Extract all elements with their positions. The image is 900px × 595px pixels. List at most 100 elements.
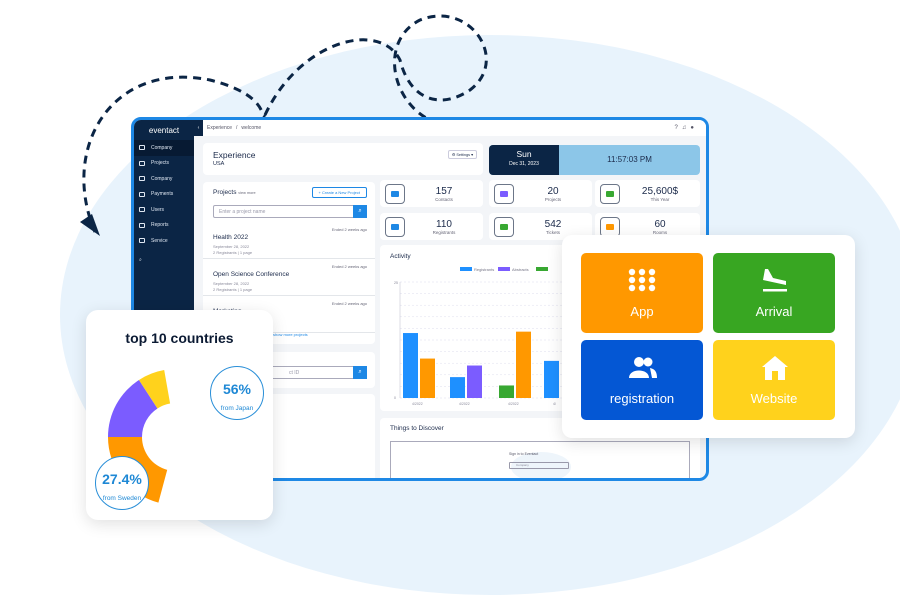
project-status: Ended 2 weeks ago [331, 227, 367, 232]
logo: eventact [148, 126, 180, 135]
plane-landing-icon [763, 269, 787, 292]
view-more-link[interactable]: view more [238, 191, 256, 195]
project-date: September 28, 2022 [213, 281, 250, 286]
project-status: Ended 2 weeks ago [331, 264, 367, 269]
sidebar-item-company[interactable]: Company [134, 171, 194, 187]
stat-tickets[interactable]: 542 Tickets [489, 213, 592, 240]
legend-swatch [498, 267, 510, 271]
tile-label: Website [750, 391, 798, 406]
project-name: Open Science Conference [213, 271, 290, 278]
project-status: Ended 2 weeks ago [331, 301, 367, 306]
x-tick-label: 4/2022 [508, 402, 519, 406]
projects-card: Projects view more + Create a New Projec… [203, 182, 375, 344]
project-id-input[interactable]: ct ID ⌕ [213, 366, 367, 379]
bar [467, 365, 482, 398]
search-button[interactable]: ⌕ [353, 366, 367, 379]
sidebar-item-projects[interactable]: Projects [134, 156, 194, 172]
sidebar-item-users[interactable]: Users [134, 202, 194, 218]
stat-label: Contacts [435, 196, 453, 202]
stat-this-year[interactable]: 25,600$ This Year [595, 180, 700, 207]
projects-title: Projects [213, 189, 237, 196]
activity-card: Activity 25 0 Registrants Abstracts 4/2022 4/… [380, 245, 580, 411]
stat-icon [494, 183, 514, 204]
stat-value: 157 [435, 185, 453, 197]
tile-label: Arrival [755, 304, 793, 319]
bar [403, 333, 418, 398]
bell-icon[interactable]: ♫ [681, 125, 691, 131]
collapse-sidebar-icon[interactable]: ‹ [194, 120, 203, 136]
top-bar: ‹ Experience / welcome ?♫● [194, 120, 706, 136]
date: Dec 31, 2023 [509, 161, 539, 167]
sidebar-item-label: Projects [151, 160, 170, 167]
x-tick-label: 4/ [553, 402, 556, 406]
bar [499, 385, 514, 398]
tile-registration[interactable]: registration [581, 340, 703, 420]
dots-grid-icon [628, 268, 656, 292]
contact-card-icon [139, 176, 145, 182]
clock: 11:57:03 PM [607, 155, 652, 164]
show-more-projects-link[interactable]: show more projects [273, 332, 308, 337]
stat-value: 110 [436, 218, 452, 230]
project-search-placeholder: Enter a project name [219, 209, 266, 215]
project-search-input[interactable]: Enter a project name ⌕ [213, 205, 367, 218]
breadcrumb-welcome: welcome [241, 125, 262, 131]
stat-value: 20 [547, 185, 559, 197]
users-icon [629, 357, 657, 378]
activity-chart: 25 0 Registrants Abstracts 4/2022 4/2022 4/202… [394, 267, 580, 406]
stat-value: 60 [654, 218, 666, 230]
stat-value: 25,600$ [641, 185, 679, 197]
sidebar-item-company[interactable]: Company [134, 140, 194, 156]
project-item[interactable]: Open Science Conference Ended 2 weeks ago… [203, 259, 375, 296]
user-icon[interactable]: ● [690, 125, 698, 131]
japan-value: 56% [222, 381, 252, 397]
sidebar-item-label: Service [151, 237, 168, 244]
tile-app[interactable]: App [581, 253, 703, 333]
credit-card-icon [139, 191, 145, 197]
project-date: September 28, 2022 [213, 244, 250, 249]
day: Sun [516, 149, 532, 159]
donut-segment [108, 379, 158, 437]
mini-company-input: Company [509, 462, 569, 469]
sidebar-item-reports[interactable]: Reports [134, 218, 194, 234]
stat-icon [600, 216, 620, 237]
headset-icon [139, 238, 145, 244]
stat-contacts[interactable]: 157 Contacts [380, 180, 483, 207]
help-icon[interactable]: ? [674, 125, 682, 131]
project-item[interactable]: Health 2022 Ended 2 weeks ago September 28… [203, 222, 375, 259]
x-tick-label: 4/2022 [412, 402, 423, 406]
tile-label: App [630, 304, 654, 319]
create-project-button[interactable]: + Create a New Project [311, 187, 367, 198]
stat-label: Registrants [432, 229, 456, 235]
mini-signin-title: Sign in to Eventact [509, 452, 539, 456]
activity-title: Activity [390, 253, 411, 260]
grid-icon [139, 160, 145, 166]
page-subtitle: USA [213, 161, 225, 167]
countries-title: top 10 countries [125, 330, 234, 346]
sidebar-item-label: Company [151, 144, 173, 151]
stat-label: Tickets [545, 229, 561, 235]
y-tick-label: 0 [394, 396, 396, 400]
settings-dropdown[interactable]: ⚙ Settings ▾ [447, 150, 477, 159]
sidebar-item-label: Payments [151, 191, 174, 198]
stat-projects[interactable]: 20 Projects [489, 180, 592, 207]
sweden-value: 27.4% [102, 471, 142, 487]
arrow-head-icon [80, 214, 100, 236]
sidebar-item-service[interactable]: Service [134, 233, 194, 249]
search-button[interactable]: ⌕ [353, 205, 367, 218]
bar [420, 358, 435, 398]
sidebar-item-payments[interactable]: Payments [134, 187, 194, 203]
tile-website[interactable]: Website [713, 340, 835, 420]
x-tick-label: 4/2022 [459, 402, 470, 406]
breadcrumb-experience[interactable]: Experience [207, 125, 233, 131]
top-countries-card: top 10 countries 56% from Japan 27.4% fr… [86, 310, 273, 520]
discover-preview: Sign in to Eventact Company [390, 441, 690, 478]
building-icon [139, 145, 145, 151]
tile-arrival[interactable]: Arrival [713, 253, 835, 333]
sidebar-item-label: Users [151, 206, 165, 213]
project-name: Health 2022 [213, 234, 249, 241]
stat-registrants[interactable]: 110 Registrants [380, 213, 483, 240]
bar [544, 360, 559, 398]
search-icon[interactable]: ⌕ [139, 257, 142, 264]
bar [516, 331, 531, 398]
